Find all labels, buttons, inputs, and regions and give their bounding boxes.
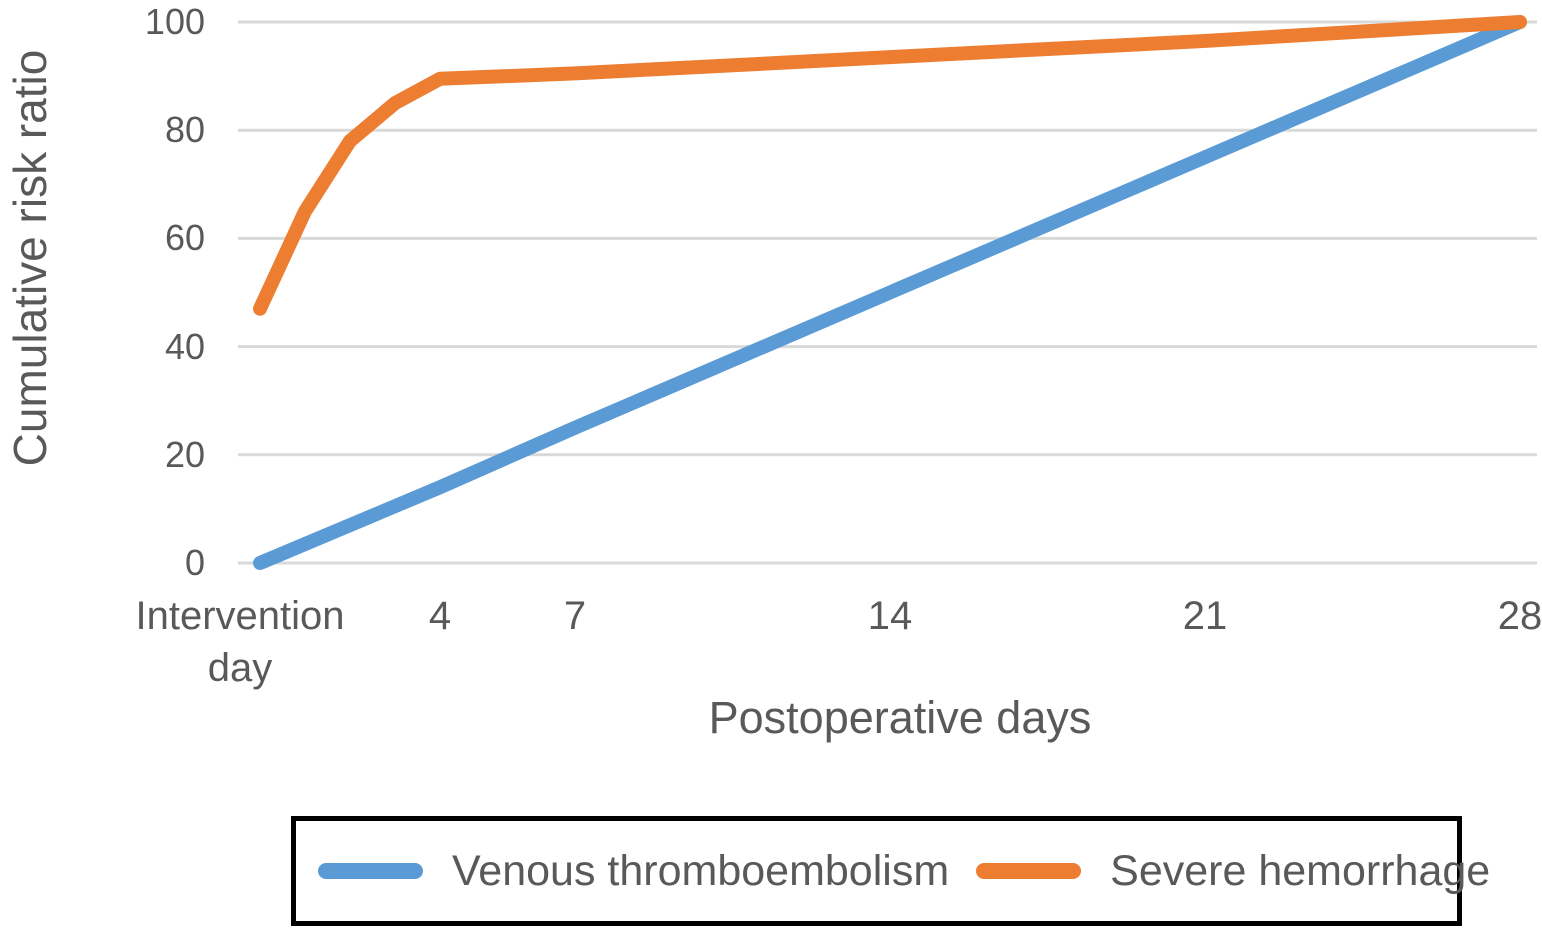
y-tick-80: 80 bbox=[164, 109, 205, 150]
x-tick-7: 7 bbox=[563, 594, 587, 638]
x-tick-intervention-day: Intervention day bbox=[135, 590, 344, 694]
series-line-venous-thromboembolism bbox=[253, 15, 1527, 570]
y-tick-0: 0 bbox=[184, 542, 205, 583]
legend-marker-severe-hemorrhage bbox=[976, 863, 1082, 879]
x-tick-4: 4 bbox=[428, 594, 452, 638]
x-tick-28: 28 bbox=[1497, 594, 1542, 638]
plot-area bbox=[238, 15, 1537, 570]
legend-item-venous-thromboembolism: Venous thromboembolism bbox=[318, 847, 949, 896]
legend-item-severe-hemorrhage: Severe hemorrhage bbox=[976, 847, 1490, 896]
legend: Venous thromboembolism Severe hemorrhage bbox=[291, 816, 1490, 926]
x-tick-intervention-line1: Intervention bbox=[135, 594, 345, 638]
y-axis-title: Cumulative risk ratio bbox=[4, 49, 56, 467]
x-axis-title: Postoperative days bbox=[708, 692, 1092, 743]
x-tick-14: 14 bbox=[867, 594, 913, 638]
y-tick-20: 20 bbox=[164, 434, 205, 475]
y-tick-100: 100 bbox=[144, 1, 205, 42]
legend-label-severe-hemorrhage: Severe hemorrhage bbox=[1110, 846, 1491, 895]
series-line-severe-hemorrhage bbox=[253, 15, 1527, 316]
legend-marker-venous-thromboembolism bbox=[318, 863, 423, 879]
x-tick-21: 21 bbox=[1182, 594, 1228, 638]
legend-label-venous-thromboembolism: Venous thromboembolism bbox=[452, 846, 950, 895]
y-tick-40: 40 bbox=[164, 326, 205, 367]
x-tick-intervention-line2: day bbox=[207, 646, 273, 690]
y-tick-60: 60 bbox=[164, 217, 205, 258]
